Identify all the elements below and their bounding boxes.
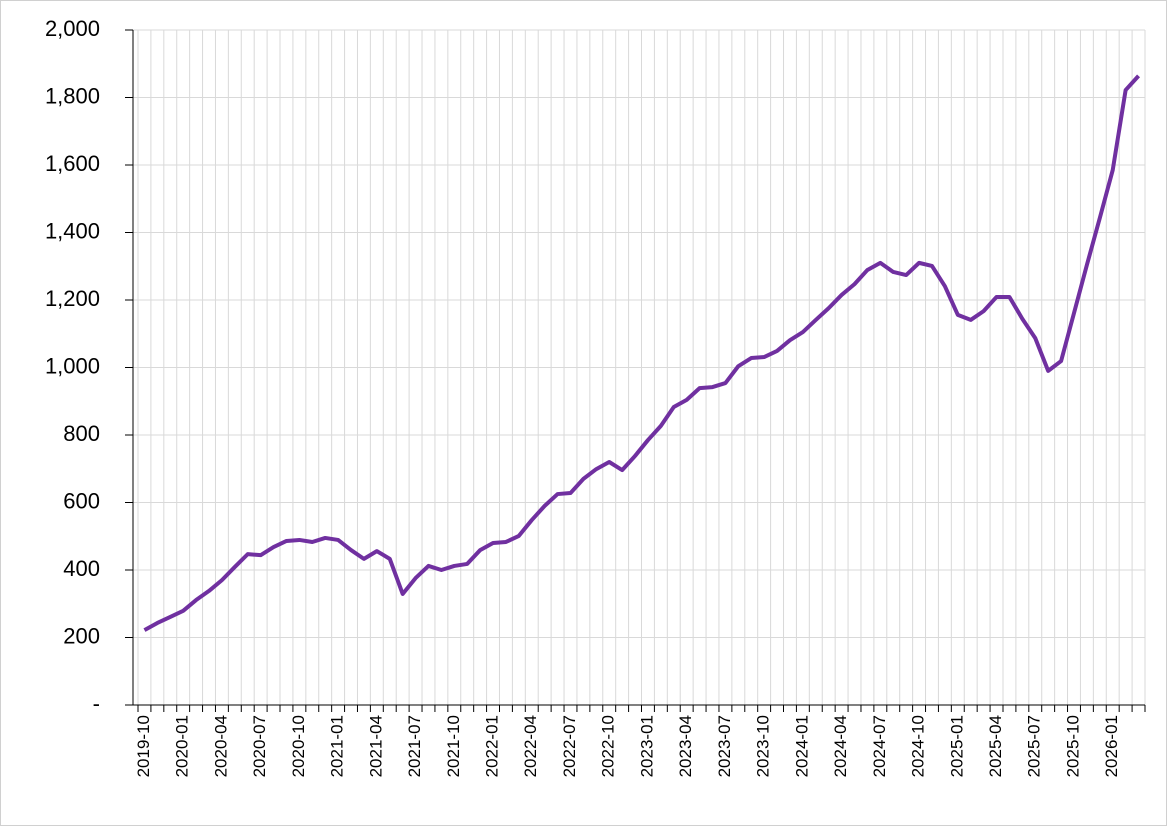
x-tick-label: 2019-10 bbox=[134, 715, 153, 777]
y-tick-label: 200 bbox=[63, 623, 100, 648]
x-tick-label: 2025-01 bbox=[947, 715, 966, 777]
y-tick-label: 1,800 bbox=[45, 83, 100, 108]
x-tick-label: 2023-07 bbox=[715, 715, 734, 777]
y-tick-label: 800 bbox=[63, 421, 100, 446]
x-tick-label: 2021-01 bbox=[328, 715, 347, 777]
x-tick-label: 2020-10 bbox=[289, 715, 308, 777]
x-tick-label: 2026-01 bbox=[1102, 715, 1121, 777]
x-tick-label: 2024-10 bbox=[909, 715, 928, 777]
y-tick-label: 400 bbox=[63, 556, 100, 581]
x-tick-label: 2022-04 bbox=[521, 715, 540, 777]
x-tick-label: 2024-04 bbox=[831, 715, 850, 777]
x-tick-label: 2023-10 bbox=[754, 715, 773, 777]
x-tick-label: 2022-10 bbox=[599, 715, 618, 777]
x-tick-label: 2020-04 bbox=[211, 715, 230, 777]
y-tick-label: - bbox=[93, 691, 100, 716]
x-tick-label: 2021-04 bbox=[366, 715, 385, 777]
x-tick-label: 2025-10 bbox=[1063, 715, 1082, 777]
y-tick-label: 2,000 bbox=[45, 16, 100, 41]
y-tick-label: 1,400 bbox=[45, 218, 100, 243]
y-tick-label: 1,600 bbox=[45, 151, 100, 176]
x-tick-label: 2024-07 bbox=[870, 715, 889, 777]
x-tick-label: 2020-07 bbox=[250, 715, 269, 777]
x-tick-label: 2023-01 bbox=[637, 715, 656, 777]
x-tick-label: 2023-04 bbox=[676, 715, 695, 777]
x-tick-label: 2024-01 bbox=[792, 715, 811, 777]
x-tick-label: 2025-07 bbox=[1025, 715, 1044, 777]
y-tick-label: 600 bbox=[63, 488, 100, 513]
x-tick-label: 2021-07 bbox=[405, 715, 424, 777]
data-line bbox=[143, 74, 1141, 632]
x-tick-label: 2020-01 bbox=[173, 715, 192, 777]
x-tick-label: 2025-04 bbox=[986, 715, 1005, 777]
x-tick-label: 2022-01 bbox=[483, 715, 502, 777]
x-tick-label: 2021-10 bbox=[444, 715, 463, 777]
y-tick-label: 1,000 bbox=[45, 353, 100, 378]
x-tick-label: 2022-07 bbox=[560, 715, 579, 777]
y-tick-label: 1,200 bbox=[45, 286, 100, 311]
